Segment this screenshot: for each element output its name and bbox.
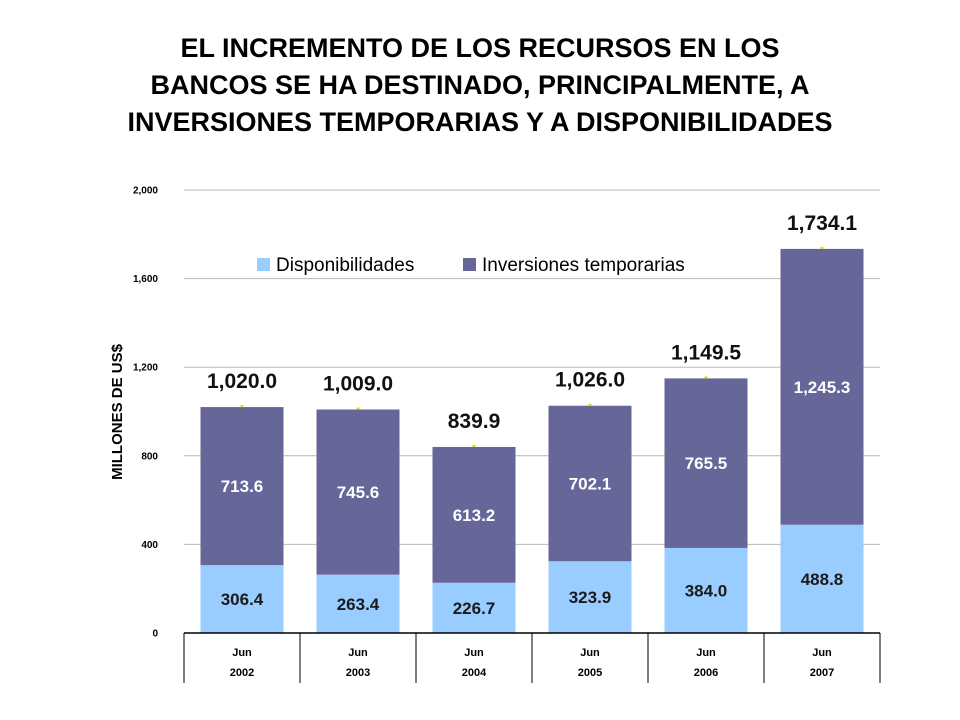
y-tick-label: 800 [141,451,158,462]
total-value-label: 839.9 [448,410,501,433]
total-marker [240,405,244,408]
x-axis-categories: Jun 2002 Jun 2003 Jun 2004 Jun 2005 Jun 2006 Jun 20… [230,647,834,679]
total-value-label: 1,026.0 [555,369,625,392]
total-value-label: 1,020.0 [207,370,277,393]
y-tick-label: 400 [141,540,158,551]
x-axis [183,632,881,683]
segment-value-label: 226.7 [453,599,496,618]
x-category-label: Jun [348,647,368,659]
x-category-year: 2007 [810,667,834,679]
segment-value-label: 263.4 [337,595,380,614]
title-line-1: EL INCREMENTO DE LOS RECURSOS EN LOS [180,33,780,63]
legend-label-disponibilidades: Disponibilidades [276,255,414,276]
legend-swatch-disponibilidades [257,258,270,271]
segment-value-label: 306.4 [221,590,264,609]
y-tick-label: 1,200 [133,363,158,374]
x-category-year: 2004 [462,667,487,679]
segment-value-label: 384.0 [685,581,728,600]
bar-segment-disponibilidades [548,561,632,633]
y-tick-label: 0 [152,629,158,640]
bar-segment-disponibilidades [200,565,284,633]
y-tick-label: 2,000 [133,186,158,197]
gridlines [184,189,880,545]
x-category-label: Jun [232,647,252,659]
y-tick-label: 1,600 [133,274,158,285]
total-marker [356,407,360,410]
title-line-3: INVERSIONES TEMPORARIAS Y A DISPONIBILID… [127,107,833,137]
legend-swatch-inversiones [463,258,476,271]
y-axis-label: MILLONES DE US$ [109,343,126,480]
segment-value-label: 323.9 [569,588,612,607]
x-category-label: Jun [580,647,600,659]
total-marker [472,444,476,447]
bar-segment-disponibilidades [780,524,864,633]
total-value-label: 1,149.5 [671,341,741,364]
bar-segment-disponibilidades [316,574,400,633]
bar-segment-disponibilidades [664,547,748,633]
x-category-year: 2005 [578,667,602,679]
bar-segment-inversiones [316,409,400,575]
total-marker [820,246,824,249]
bar-segment-inversiones [664,378,748,548]
title-line-2: BANCOS SE HA DESTINADO, PRINCIPALMENTE, … [150,70,810,100]
y-axis-ticks: 0 400 800 1,200 1,600 2,000 [133,186,158,640]
bar-segment-inversiones [432,446,516,583]
x-category-label: Jun [696,647,716,659]
bar-segment-inversiones [548,405,632,562]
segment-value-label: 713.6 [221,477,264,496]
segment-value-label: 613.2 [453,506,496,525]
segment-value-label: 702.1 [569,474,612,493]
x-category-label: Jun [812,647,832,659]
total-value-label: 1,009.0 [323,373,393,396]
legend-background [239,247,453,275]
slide-title: EL INCREMENTO DE LOS RECURSOS EN LOS BAN… [0,30,960,141]
x-category-year: 2006 [694,667,718,679]
total-labels: 1,020.0 1,009.0 839.9 1,026.0 1,149.5 1,734.1 [207,212,857,447]
segment-value-label: 745.6 [337,483,380,502]
bar-segment-inversiones [200,407,284,566]
legend: Disponibilidades Inversiones temporarias [239,247,718,276]
segment-value-label: 488.8 [801,570,844,589]
legend-label-inversiones: Inversiones temporarias [482,255,685,276]
segment-value-label: 1,245.3 [794,378,851,397]
bars [200,248,864,633]
x-category-year: 2002 [230,667,254,679]
bar-segment-disponibilidades [432,582,516,633]
x-category-label: Jun [464,647,484,659]
total-value-label: 1,734.1 [787,212,857,235]
total-marker [588,403,592,406]
segment-value-label: 765.5 [685,454,728,473]
legend-background-2 [453,247,718,275]
total-marker [704,376,708,379]
segment-labels: 306.4 713.6 263.4 745.6 226.7 613.2 323.9 702.1… [221,378,851,618]
x-category-year: 2003 [346,667,370,679]
bar-segment-inversiones [780,248,864,525]
